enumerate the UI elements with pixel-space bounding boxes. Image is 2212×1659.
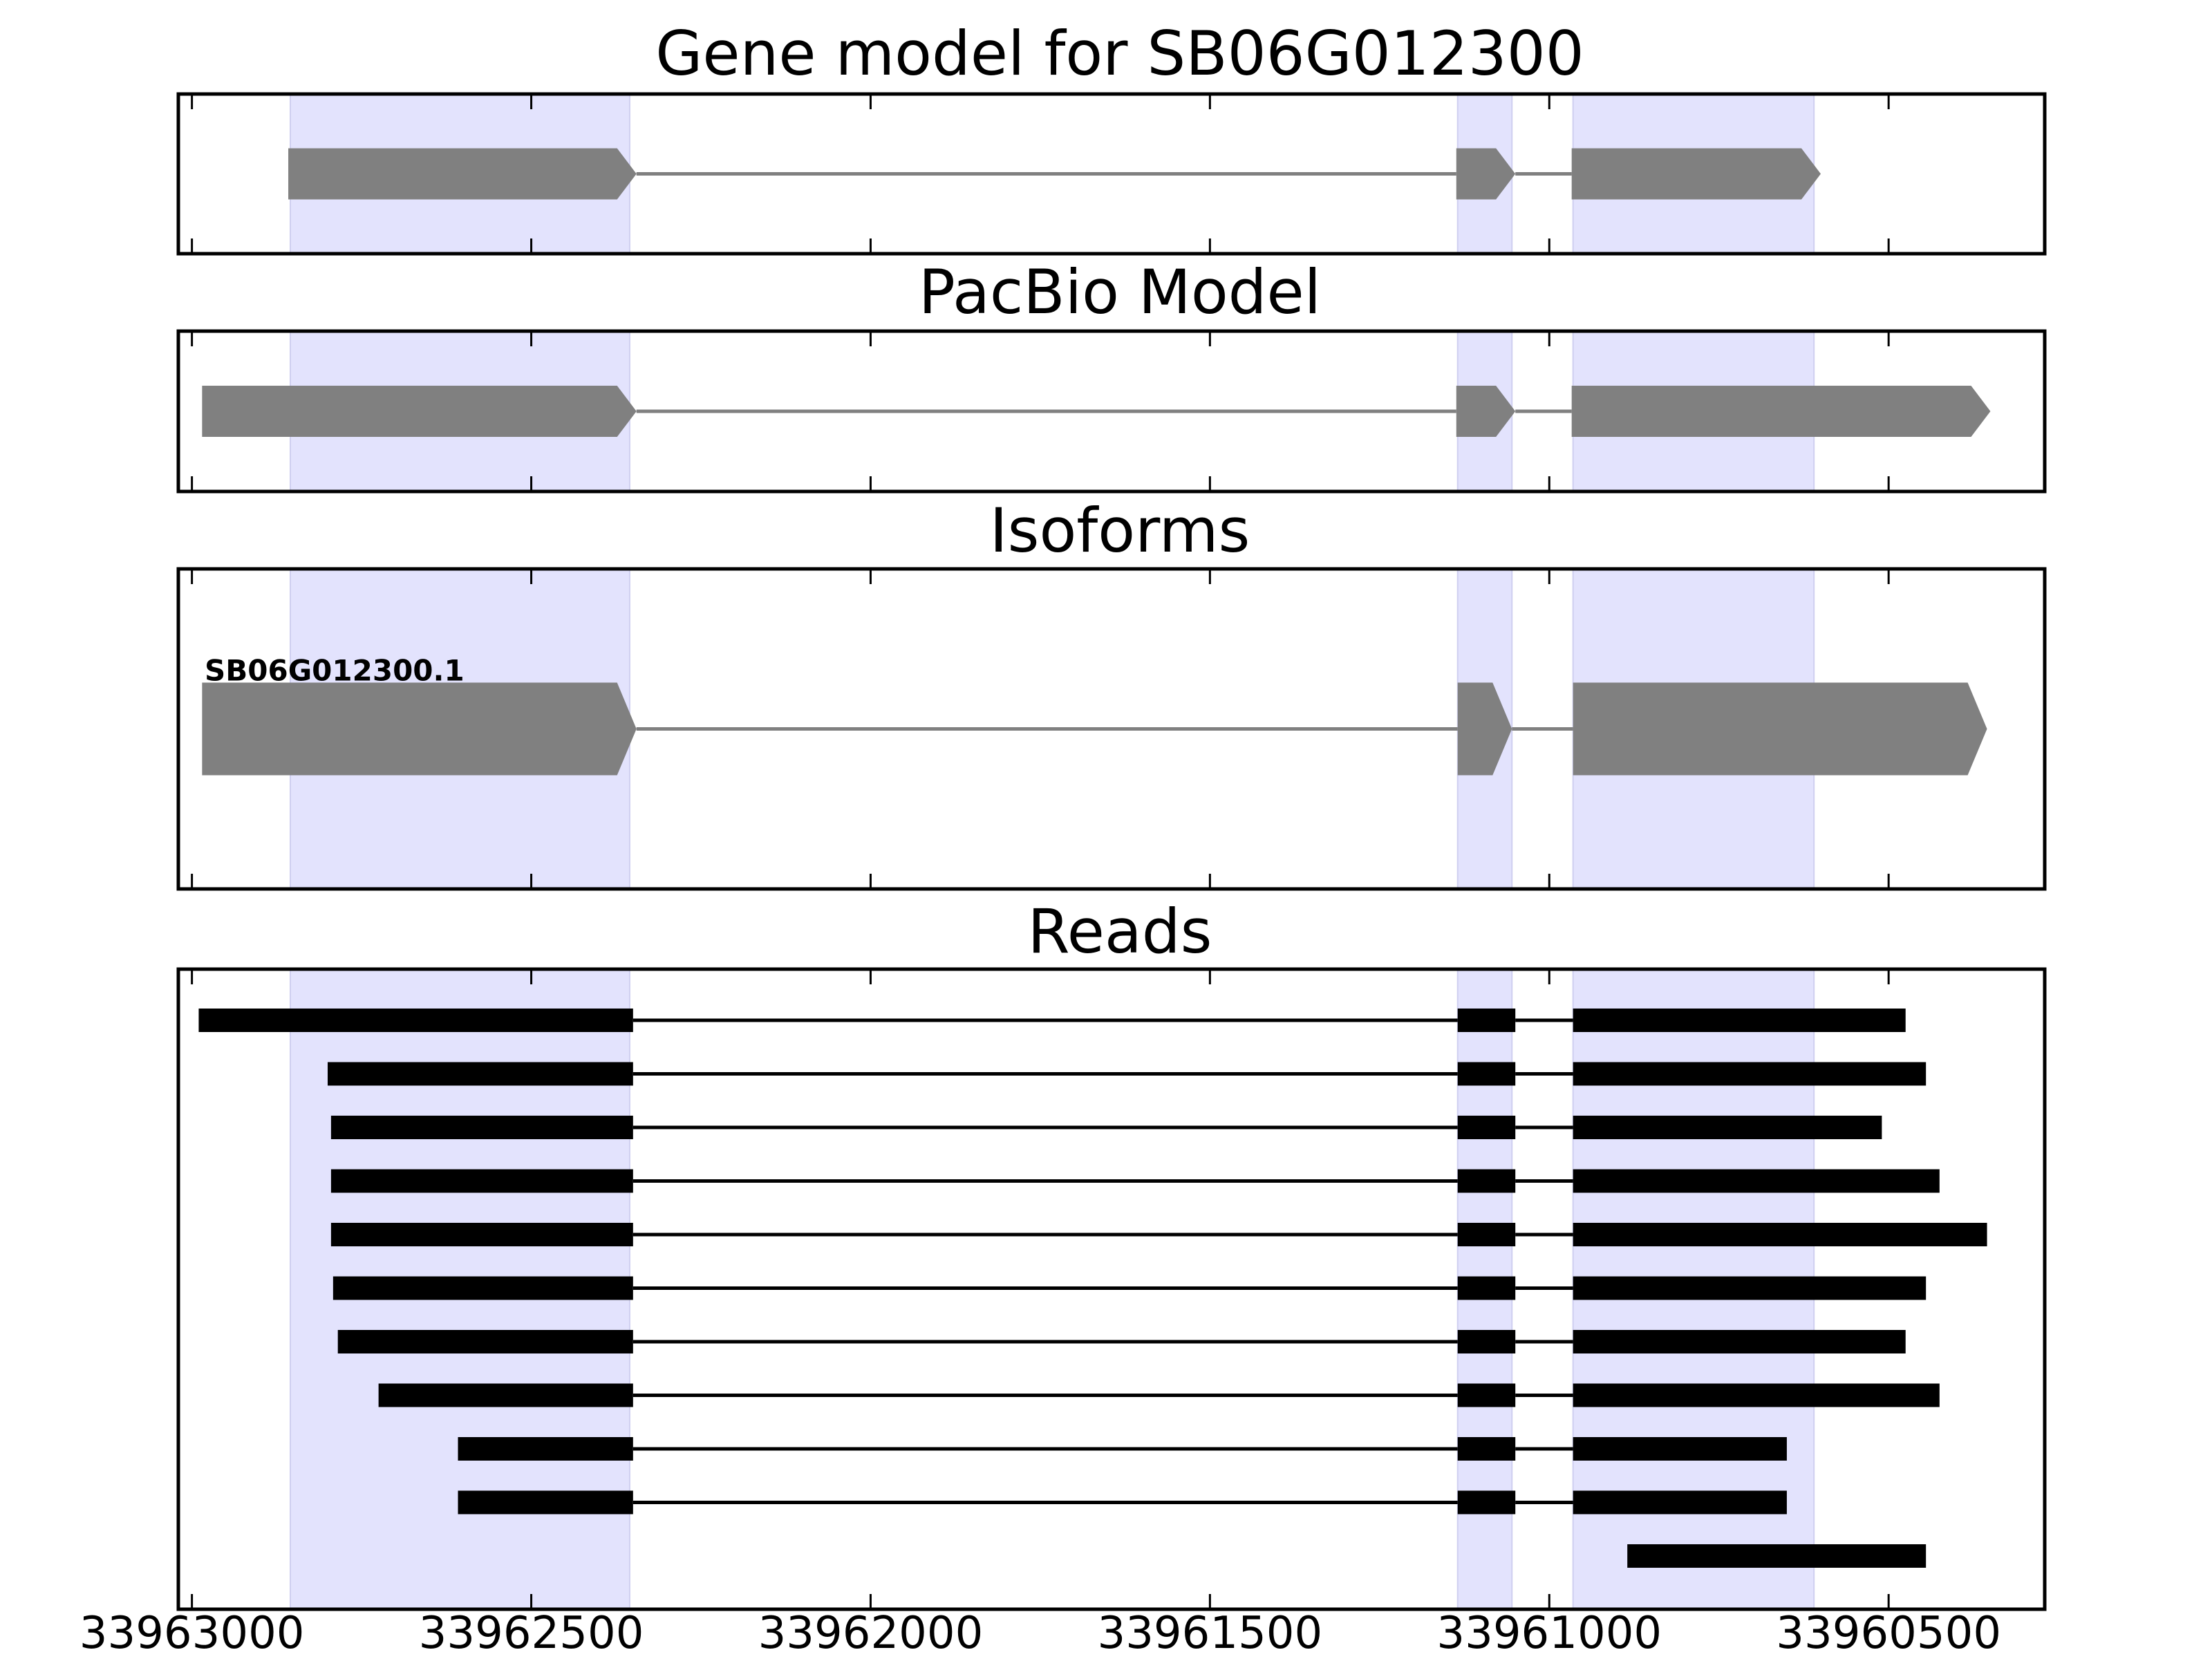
read-exon — [1457, 1009, 1516, 1032]
read-exon — [458, 1490, 633, 1515]
read-exon — [1573, 1062, 1927, 1086]
exon-block — [1456, 386, 1516, 437]
x-axis: 33963000 33962500 33962000 33961500 3396… — [79, 1608, 2001, 1659]
read-exon — [1573, 1116, 1882, 1139]
read-exon — [1627, 1544, 1927, 1568]
x-tick-label: 33963000 — [79, 1608, 305, 1659]
read-exon — [1457, 1223, 1516, 1246]
panel-reads: Reads — [176, 896, 2047, 1611]
read-exon — [330, 1169, 633, 1193]
read-exon — [1457, 1383, 1516, 1407]
read-exon — [1573, 1330, 1906, 1353]
x-tick-label: 33962000 — [758, 1608, 984, 1659]
exon-block — [202, 682, 637, 776]
panel-frame — [176, 567, 2047, 891]
read-exon — [1457, 1437, 1516, 1461]
read-exon — [1573, 1169, 1940, 1193]
panel-title-pacbio-model: PacBio Model — [919, 256, 1321, 328]
panel-frame — [176, 967, 2047, 1611]
panel-gene-model: Gene model for SB06G012300 — [176, 18, 2047, 256]
read-exon — [458, 1437, 633, 1461]
panel-title-gene-model: Gene model for SB06G012300 — [655, 18, 1584, 89]
panel-isoforms: SB06G012300.1 Isoforms — [176, 495, 2047, 891]
panel-frame — [176, 329, 2047, 494]
read-exon — [1573, 1383, 1940, 1407]
read-exon — [1573, 1437, 1787, 1461]
x-tick-label: 33961000 — [1436, 1608, 1662, 1659]
x-tick-label: 33962500 — [419, 1608, 644, 1659]
x-tick-label: 33961500 — [1097, 1608, 1322, 1659]
panel-frame — [176, 92, 2047, 256]
panel-pacbio-model: PacBio Model — [176, 256, 2047, 494]
read-exon — [330, 1223, 633, 1246]
read-exon — [1573, 1276, 1927, 1300]
read-exon — [330, 1116, 633, 1139]
read-exon — [1573, 1223, 1987, 1246]
panel-title-reads: Reads — [1028, 896, 1212, 967]
read-exon — [1457, 1062, 1516, 1086]
exon-block — [1571, 148, 1821, 200]
read-exon — [198, 1009, 633, 1032]
panel-title-isoforms: Isoforms — [990, 495, 1250, 566]
exon-block — [1571, 386, 1991, 437]
exon-block — [288, 148, 637, 200]
read-exon — [1457, 1116, 1516, 1139]
exon-block — [1457, 682, 1512, 776]
exon-block — [202, 386, 637, 437]
read-exon — [337, 1330, 633, 1353]
read-exon — [1457, 1276, 1516, 1300]
read-exon — [1573, 1009, 1906, 1032]
read-exon — [378, 1383, 633, 1407]
read-exon — [1573, 1490, 1787, 1515]
x-tick-label: 33960500 — [1776, 1608, 2001, 1659]
read-exon — [328, 1062, 633, 1086]
read-exon — [1457, 1169, 1516, 1193]
read-exon — [1457, 1330, 1516, 1353]
read-exon — [332, 1276, 633, 1300]
exon-block — [1573, 682, 1987, 776]
exon-block — [1456, 148, 1516, 200]
isoform-label: SB06G012300.1 — [205, 654, 465, 688]
read-exon — [1457, 1490, 1516, 1515]
